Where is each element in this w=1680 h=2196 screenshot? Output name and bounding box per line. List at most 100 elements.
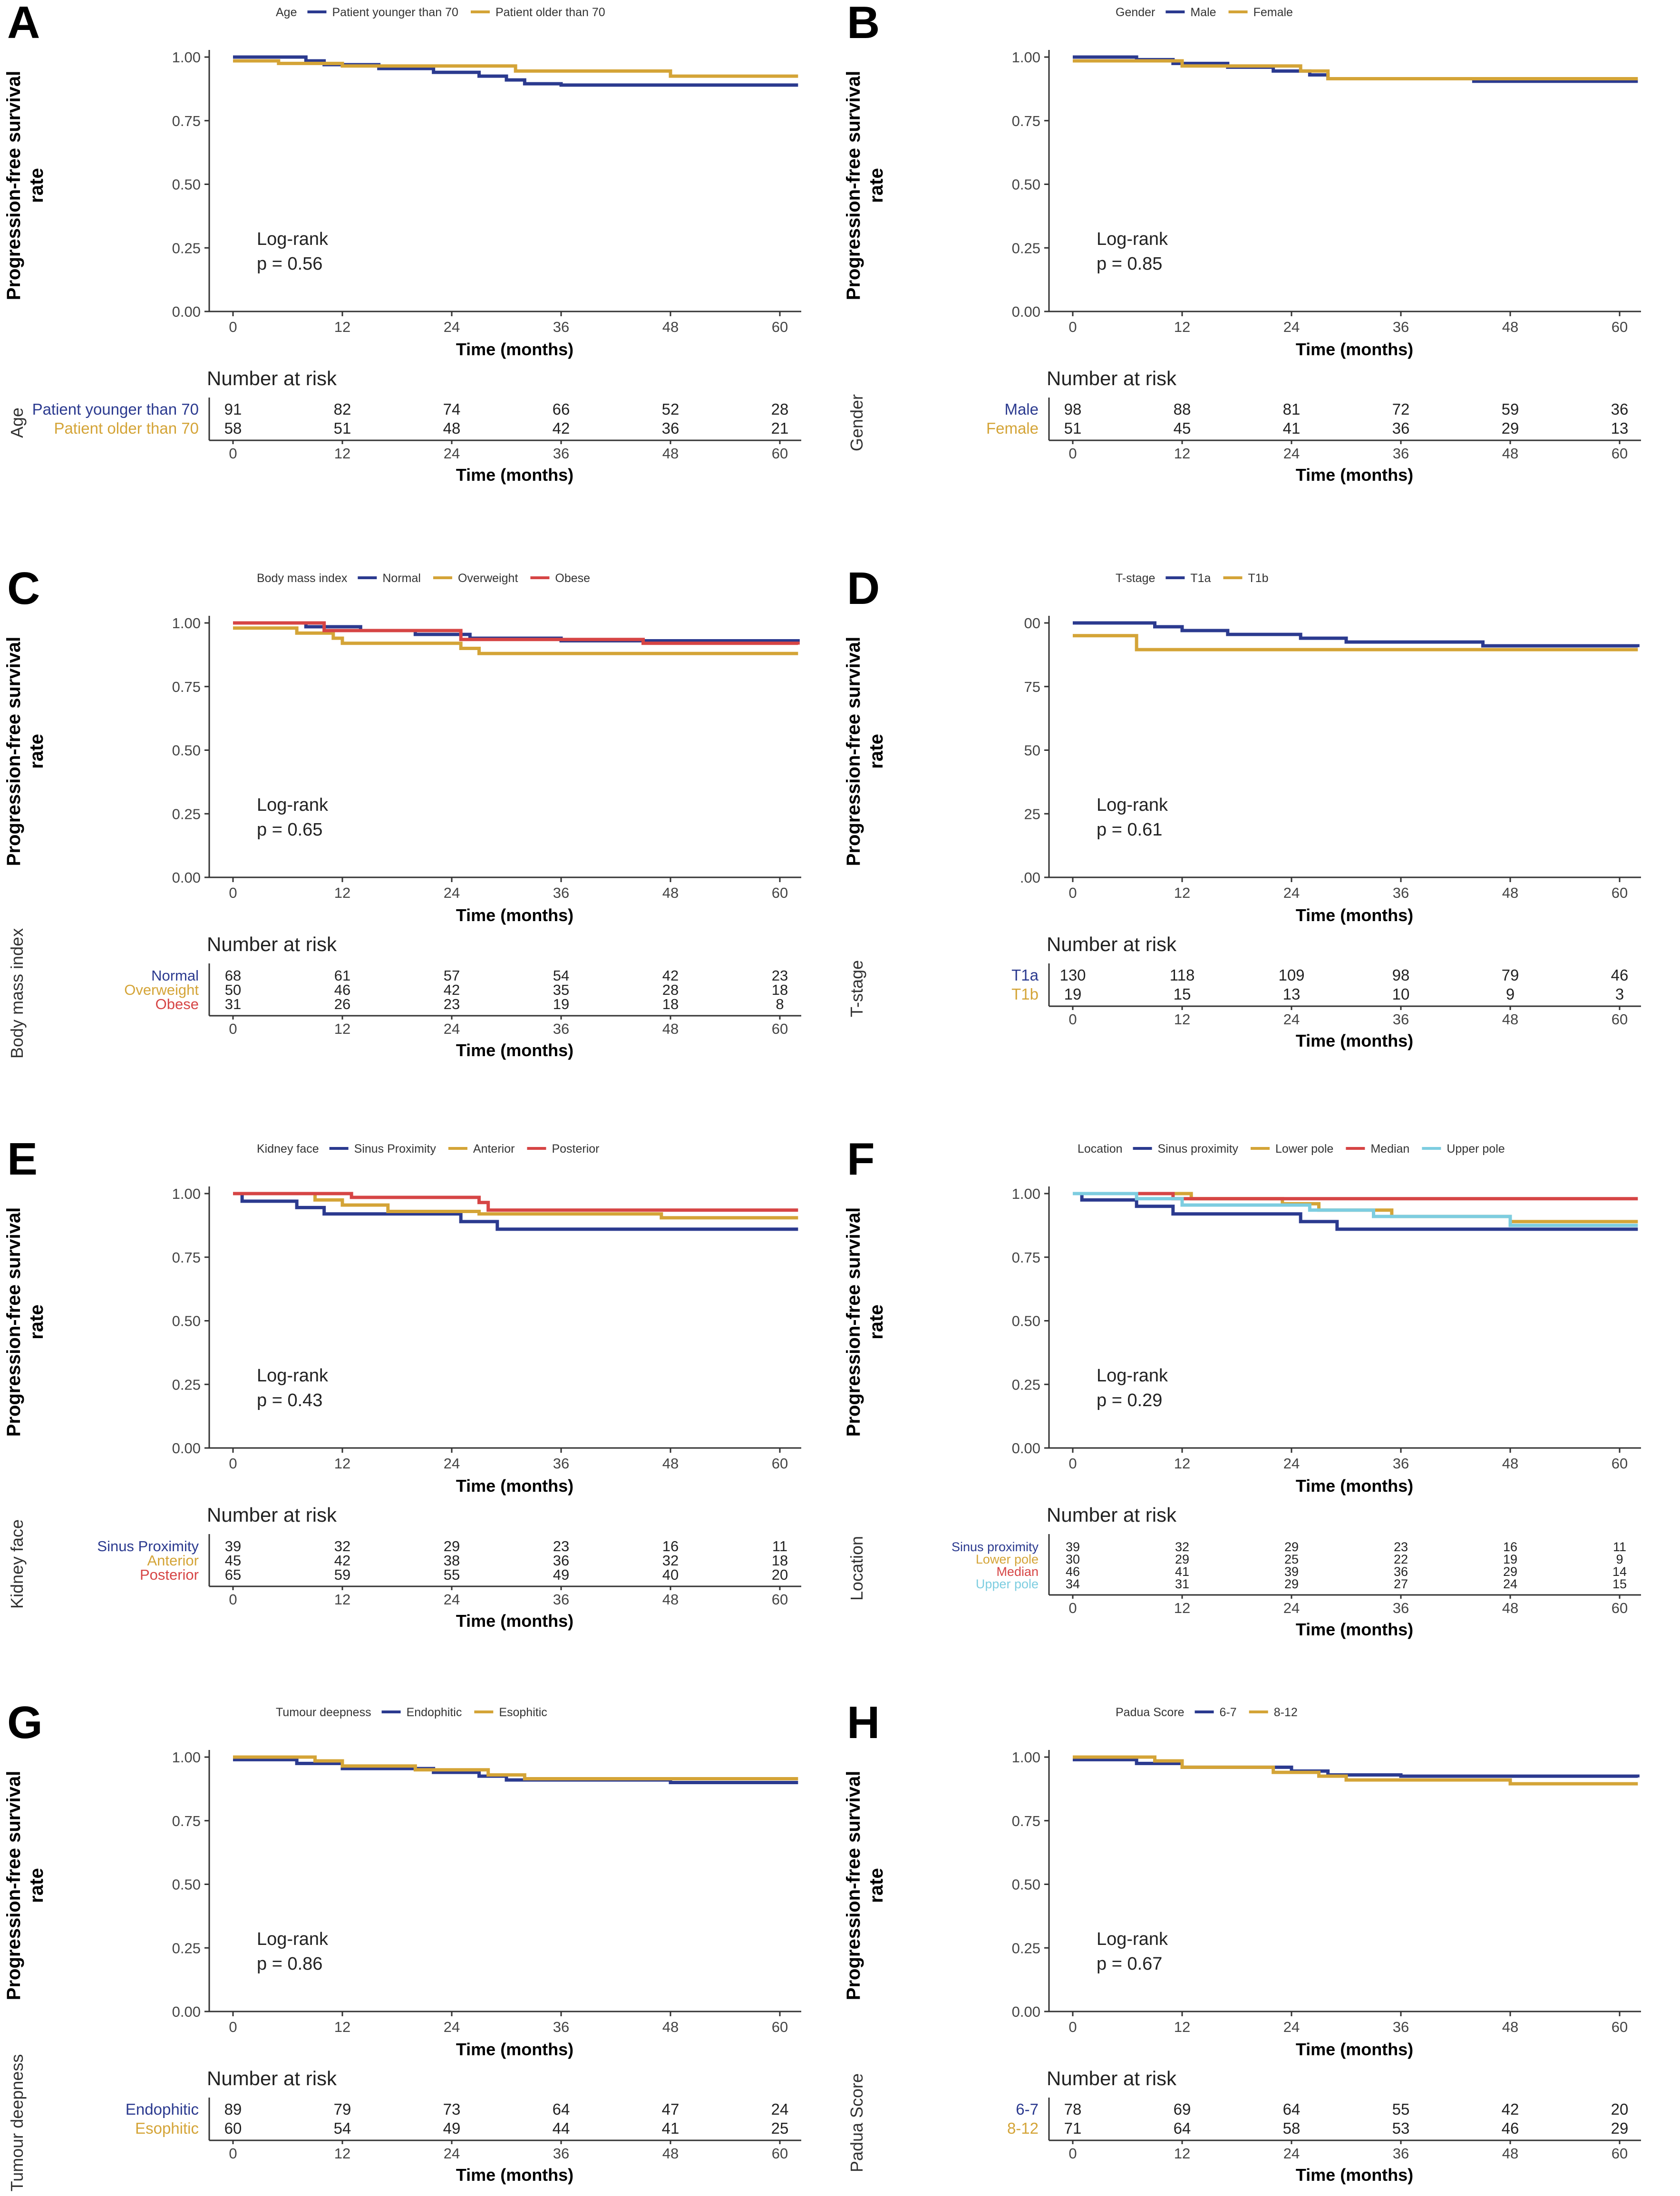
- x-tick-label: 12: [334, 884, 350, 901]
- legend-entry: 8-12: [1274, 1706, 1298, 1719]
- risk-count: 28: [771, 400, 789, 418]
- risk-count: 41: [662, 2119, 680, 2137]
- risk-category-label: Body mass index: [7, 928, 27, 1059]
- risk-count: 9: [1616, 1552, 1623, 1566]
- y-axis-label: Progression-free survival: [843, 71, 864, 300]
- x-axis-label: Time (months): [1296, 2040, 1413, 2059]
- risk-x-tick-label: 12: [334, 1020, 350, 1037]
- risk-count: 11: [772, 1538, 787, 1555]
- risk-count: 68: [225, 967, 241, 984]
- risk-table-title: Number at risk: [207, 2067, 337, 2089]
- risk-x-tick-label: 24: [444, 445, 460, 462]
- x-axis-label: Time (months): [1296, 1476, 1413, 1496]
- y-axis-label: Progression-free survival: [3, 71, 24, 300]
- risk-x-tick-label: 12: [1174, 2145, 1190, 2162]
- legend-entry: Upper pole: [1447, 1142, 1505, 1156]
- risk-count: 29: [1503, 1564, 1517, 1579]
- risk-row-label: Obese: [155, 996, 199, 1012]
- p-value: p = 0.86: [257, 1954, 322, 1974]
- risk-x-tick-label: 36: [1393, 1600, 1409, 1616]
- risk-count: 98: [1064, 400, 1082, 418]
- x-tick-label: 12: [1174, 319, 1190, 335]
- log-rank-label: Log-rank: [257, 1929, 329, 1949]
- p-value: p = 0.43: [257, 1390, 322, 1410]
- survival-curve-3: [233, 1192, 798, 1212]
- log-rank-label: Log-rank: [257, 229, 329, 249]
- risk-x-tick-label: 36: [553, 445, 569, 462]
- y-tick-label: 0.50: [1012, 176, 1040, 193]
- legend: T-stage T1a T1b: [1116, 572, 1269, 585]
- risk-row-label: Normal: [151, 967, 199, 984]
- risk-table-title: Number at risk: [207, 367, 337, 389]
- risk-count: 42: [662, 967, 679, 984]
- legend-entry: Sinus proximity: [1158, 1142, 1239, 1156]
- risk-x-axis-label: Time (months): [456, 465, 573, 485]
- risk-count: 52: [662, 400, 680, 418]
- panel-c: C Body mass index Normal Overweight ObesePro…: [3, 563, 801, 1060]
- risk-count: 40: [662, 1566, 679, 1583]
- risk-x-tick-label: 12: [334, 1591, 350, 1608]
- x-tick-label: 12: [334, 1455, 350, 1472]
- risk-count: 30: [1066, 1552, 1080, 1566]
- legend-title: Tumour deepness: [276, 1706, 371, 1719]
- risk-count: 98: [1392, 966, 1410, 984]
- p-value: p = 0.61: [1097, 820, 1162, 840]
- risk-count: 79: [1502, 966, 1519, 984]
- risk-x-axis-label: Time (months): [1296, 465, 1413, 485]
- y-axis-label: Progression-free survival: [843, 1771, 864, 2000]
- survival-curve-2: [233, 626, 798, 655]
- risk-x-tick-label: 12: [1174, 1600, 1190, 1616]
- x-tick-label: 60: [1612, 2019, 1628, 2035]
- risk-x-tick-label: 60: [772, 1020, 788, 1037]
- risk-count: 66: [553, 400, 570, 418]
- x-tick-label: 36: [1393, 884, 1409, 901]
- survival-curve-1: [1073, 1192, 1638, 1231]
- risk-count: 38: [444, 1552, 460, 1569]
- risk-x-tick-label: 12: [1174, 445, 1190, 462]
- risk-x-tick-label: 48: [1502, 1600, 1518, 1616]
- risk-count: 19: [1503, 1552, 1517, 1566]
- x-tick-label: 0: [1068, 1455, 1077, 1472]
- risk-x-axis-label: Time (months): [1296, 2165, 1413, 2185]
- y-tick-label: 0.75: [1012, 1813, 1040, 1829]
- survival-curve-1: [233, 1192, 798, 1231]
- legend-entry: Posterior: [552, 1142, 599, 1156]
- y-axis-label-2: rate: [26, 1304, 47, 1339]
- survival-curve-2: [1073, 1755, 1638, 1786]
- y-axis-label: Progression-free survival: [3, 1207, 24, 1437]
- y-tick-label: 0.50: [1012, 1313, 1040, 1330]
- risk-count: 79: [334, 2100, 351, 2118]
- x-tick-label: 24: [444, 2019, 460, 2035]
- x-tick-label: 0: [1068, 884, 1077, 901]
- y-tick-label: 0.25: [1012, 240, 1040, 256]
- legend-entry: Lower pole: [1275, 1142, 1333, 1156]
- x-tick-label: 36: [553, 884, 569, 901]
- risk-count: 69: [1174, 2100, 1191, 2118]
- y-axis-label: Progression-free survival: [3, 1771, 24, 2000]
- risk-count: 32: [662, 1552, 679, 1569]
- risk-count: 82: [334, 400, 351, 418]
- risk-category-label: Age: [7, 408, 27, 438]
- risk-count: 15: [1612, 1577, 1627, 1591]
- risk-count: 46: [1502, 2119, 1519, 2137]
- risk-x-tick-label: 48: [662, 1591, 679, 1608]
- legend-entry: Median: [1370, 1142, 1409, 1156]
- risk-category-label: Tumour deepness: [7, 2054, 27, 2192]
- risk-x-tick-label: 12: [334, 445, 350, 462]
- x-axis-label: Time (months): [456, 905, 573, 925]
- legend-title: Padua Score: [1116, 1706, 1185, 1719]
- risk-count: 24: [1503, 1577, 1517, 1591]
- risk-count: 35: [553, 981, 569, 998]
- risk-x-tick-label: 24: [1283, 1011, 1300, 1028]
- risk-table-title: Number at risk: [207, 1504, 337, 1526]
- y-tick-label: 0.75: [172, 113, 201, 129]
- risk-count: 53: [1392, 2119, 1410, 2137]
- risk-x-axis-label: Time (months): [1296, 1620, 1413, 1639]
- x-axis-label: Time (months): [1296, 905, 1413, 925]
- risk-row-label: Sinus Proximity: [97, 1538, 199, 1555]
- risk-count: 44: [553, 2119, 570, 2137]
- risk-x-tick-label: 60: [772, 445, 788, 462]
- p-value: p = 0.65: [257, 820, 322, 840]
- risk-count: 74: [443, 400, 461, 418]
- x-tick-label: 12: [1174, 884, 1190, 901]
